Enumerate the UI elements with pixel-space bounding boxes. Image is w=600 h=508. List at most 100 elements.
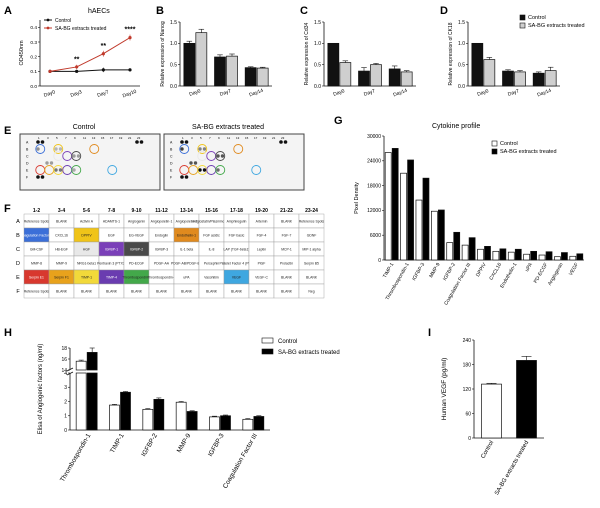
array-cell-label: VEGF bbox=[232, 276, 241, 280]
bar bbox=[120, 391, 131, 431]
significance-label: **** bbox=[125, 27, 136, 34]
bar bbox=[532, 72, 545, 87]
data-point bbox=[128, 68, 132, 72]
bar bbox=[244, 67, 257, 87]
membrane-col-label: 23 bbox=[137, 136, 141, 140]
membrane-highlight-circle bbox=[251, 165, 262, 175]
x-tick-label: MMP-9 bbox=[428, 262, 441, 279]
membrane-col-label: 21 bbox=[272, 136, 276, 140]
panel-letter-g: G bbox=[334, 115, 343, 127]
bar bbox=[554, 256, 561, 261]
y-tick-label: 12000 bbox=[367, 208, 381, 214]
array-cell-label: BLANK bbox=[281, 290, 293, 294]
significance-label: ** bbox=[74, 57, 80, 64]
bar bbox=[561, 252, 568, 261]
bar bbox=[576, 253, 584, 261]
y-tick-label: 24000 bbox=[367, 159, 381, 165]
membrane-spot bbox=[202, 147, 207, 151]
membrane-col-label: 3 bbox=[191, 136, 193, 140]
bar-upper bbox=[86, 352, 98, 371]
x-tick-label: SA-BG extracts treated bbox=[494, 440, 530, 496]
array-cell-label: IGFBP-1 bbox=[105, 248, 118, 252]
x-tick-label: Coagulation Factor III bbox=[222, 432, 259, 489]
bar bbox=[502, 70, 514, 87]
membrane-highlight-circle bbox=[179, 144, 190, 154]
bar bbox=[186, 411, 198, 431]
bar bbox=[453, 231, 461, 261]
array-row-label: B bbox=[16, 233, 20, 239]
membrane-highlight-circle bbox=[71, 151, 82, 161]
array-cell-label: MIP-1 alpha bbox=[302, 248, 320, 252]
y-axis-label: Relative expression of Nanog bbox=[160, 21, 166, 87]
bar bbox=[195, 32, 208, 87]
membrane-row-label: C bbox=[26, 155, 29, 159]
membrane-col-label: 1 bbox=[38, 136, 40, 140]
y-tick-label: 18000 bbox=[367, 183, 381, 189]
y-tick-label: 16 bbox=[61, 357, 67, 363]
array-cell-label: ADAMTS-1 bbox=[103, 220, 120, 224]
data-point bbox=[75, 69, 79, 73]
x-tick-label: Day14 bbox=[537, 88, 553, 99]
data-point bbox=[101, 68, 105, 72]
array-cell-label: Angiogenin bbox=[128, 220, 145, 224]
bar bbox=[370, 64, 382, 87]
reference-spot bbox=[139, 140, 144, 144]
membrane-spot bbox=[216, 168, 220, 172]
membrane-row-label: B bbox=[170, 148, 173, 152]
array-cell-label: MCP-1 bbox=[281, 248, 292, 252]
bar bbox=[242, 418, 254, 431]
membrane-highlight-circle bbox=[233, 144, 244, 154]
x-tick-label: Day7 bbox=[219, 88, 232, 98]
array-cell-label: Artemin bbox=[256, 220, 268, 224]
chart-c-cd34: 0.0 0.5 1.0 1.5 Relative expression of Cd34 D… bbox=[304, 20, 416, 98]
membrane-col-label: 17 bbox=[110, 136, 114, 140]
array-cell-label: BLANK bbox=[306, 276, 318, 280]
x-tick-label: VEGF bbox=[568, 262, 580, 277]
membrane-row-label: D bbox=[170, 162, 173, 166]
membrane-col-label: 7 bbox=[209, 136, 211, 140]
array-cell bbox=[298, 283, 325, 299]
bar bbox=[339, 62, 352, 87]
membrane-highlight-circle bbox=[89, 144, 100, 154]
legend-label: SA-BG extracts treated bbox=[528, 23, 585, 29]
bar bbox=[388, 68, 401, 87]
membrane-spot bbox=[54, 147, 58, 151]
y-tick-label: 0 bbox=[378, 258, 381, 264]
x-tick-label: Day7 bbox=[507, 88, 520, 98]
bar bbox=[569, 255, 577, 261]
x-tick-label: IGFBP-3 bbox=[207, 432, 226, 458]
membrane-spot bbox=[189, 161, 193, 165]
bar bbox=[483, 59, 496, 87]
array-cell-label: BLANK bbox=[156, 290, 168, 294]
y-tick-label: 240 bbox=[463, 338, 472, 344]
x-tick-label: Day14 bbox=[249, 88, 265, 99]
bar bbox=[507, 251, 515, 261]
panel-letter-a: A bbox=[4, 5, 12, 17]
membrane-row-label: B bbox=[26, 148, 29, 152]
reference-spot bbox=[180, 175, 184, 179]
array-cell-label: PD-ECGF bbox=[129, 262, 144, 266]
array-row-label: D bbox=[16, 261, 20, 267]
chart-a-growth-curve: 0.0 0.1 0.2 0.3 0.4 OD450nm Day0 Day3 Day7 Day10 *… bbox=[19, 18, 140, 99]
bar bbox=[226, 55, 238, 87]
bar bbox=[468, 237, 476, 261]
panel-letter-h: H bbox=[4, 327, 12, 339]
array-cell-label: IGFBP-3 bbox=[155, 248, 168, 252]
y-tick-label: 1.5 bbox=[458, 20, 465, 26]
y-tick-label: 1.0 bbox=[458, 41, 465, 47]
array-cell-label: Angiopoietin-1 bbox=[151, 220, 173, 224]
membrane-col-label: 17 bbox=[254, 136, 258, 140]
bar bbox=[415, 199, 423, 261]
array-cell-label: Angiopoietin-2 bbox=[176, 220, 198, 224]
array-cell-label: IGFBP-2 bbox=[130, 248, 143, 252]
array-col-header: 23-24 bbox=[305, 208, 318, 214]
bar bbox=[384, 152, 392, 261]
legend-swatch bbox=[519, 22, 526, 29]
array-cell-label: HB-EGF bbox=[55, 248, 68, 252]
bar bbox=[175, 401, 187, 431]
membrane-row-label: A bbox=[26, 141, 29, 145]
membrane-treated-title: SA-BG extracts treated bbox=[192, 124, 264, 131]
legend-swatch bbox=[491, 148, 498, 155]
array-cell-label: Coagulation Factor III bbox=[20, 234, 52, 238]
membrane-row-label: D bbox=[26, 162, 29, 166]
